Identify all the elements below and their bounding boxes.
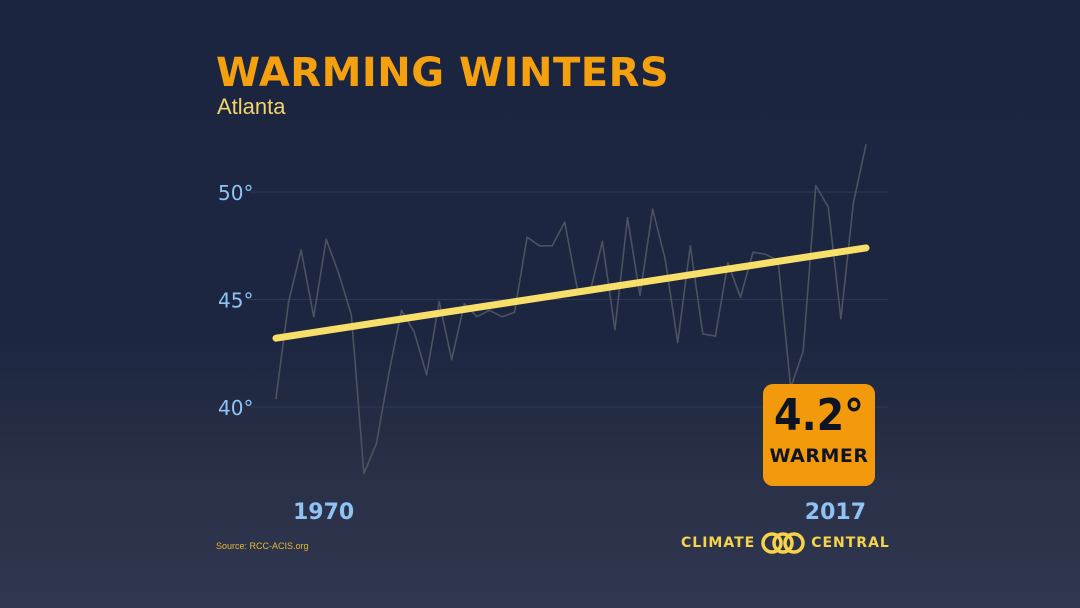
- annual-point: [275, 397, 277, 400]
- annual-point: [513, 311, 516, 314]
- annual-point: [425, 373, 428, 376]
- y-tick-label: 50°: [218, 181, 253, 205]
- annual-point: [702, 333, 704, 335]
- badge-label: WARMER: [769, 445, 869, 467]
- annual-point: [400, 309, 403, 312]
- y-tick-label: 45°: [218, 289, 253, 313]
- annual-point: [438, 300, 440, 303]
- annual-point: [752, 251, 754, 253]
- x-tick-label: 1970: [293, 500, 354, 525]
- source-note: Source: RCC-ACIS.org: [216, 541, 309, 551]
- annual-point: [526, 236, 528, 238]
- y-tick-label: 40°: [218, 396, 253, 420]
- annual-point: [363, 472, 365, 475]
- chart-subtitle: Atlanta: [217, 94, 286, 119]
- annual-temperature-line: [275, 144, 867, 475]
- chart-title: WARMING WINTERS: [216, 50, 670, 96]
- annual-point: [300, 249, 302, 251]
- annual-point: [551, 244, 553, 247]
- logo-text-left: CLIMATE: [681, 535, 756, 551]
- annual-point: [375, 442, 378, 445]
- annual-point: [476, 315, 478, 318]
- annual-point: [614, 328, 616, 331]
- annual-point: [501, 315, 503, 318]
- annual-point: [563, 221, 566, 223]
- annual-point: [488, 309, 491, 312]
- annual-point: [538, 244, 541, 247]
- annual-point: [463, 303, 466, 305]
- x-tick-label: 2017: [805, 500, 866, 525]
- annual-point: [727, 262, 729, 264]
- annual-point: [676, 341, 679, 344]
- annual-point: [802, 350, 805, 352]
- annual-point: [388, 371, 390, 374]
- badge-value: 4.2°: [774, 390, 864, 441]
- annual-point: [312, 315, 315, 318]
- logo-text-right: CENTRAL: [811, 535, 890, 551]
- annual-point: [814, 184, 817, 187]
- logo-rings-icon: [761, 532, 805, 554]
- annual-point: [325, 238, 328, 241]
- annual-point: [601, 240, 604, 243]
- annual-point: [714, 335, 717, 337]
- annual-point: [852, 201, 855, 204]
- annual-point: [664, 257, 666, 260]
- annual-point: [413, 330, 415, 333]
- climate-central-logo: CLIMATE CENTRAL: [681, 532, 890, 554]
- annual-point: [626, 217, 629, 219]
- annual-point: [739, 296, 742, 299]
- annual-point: [287, 300, 290, 303]
- annual-point: [764, 253, 767, 256]
- warming-badge: 4.2° WARMER: [763, 384, 875, 486]
- annual-point: [651, 208, 654, 210]
- annual-point: [689, 244, 692, 247]
- annual-point: [350, 313, 353, 316]
- trend-line: [272, 244, 870, 342]
- annual-point: [865, 143, 867, 146]
- annual-point: [639, 294, 641, 297]
- annual-point: [840, 318, 842, 320]
- annual-point: [450, 358, 453, 361]
- annual-point: [337, 272, 340, 275]
- annual-point: [827, 206, 830, 208]
